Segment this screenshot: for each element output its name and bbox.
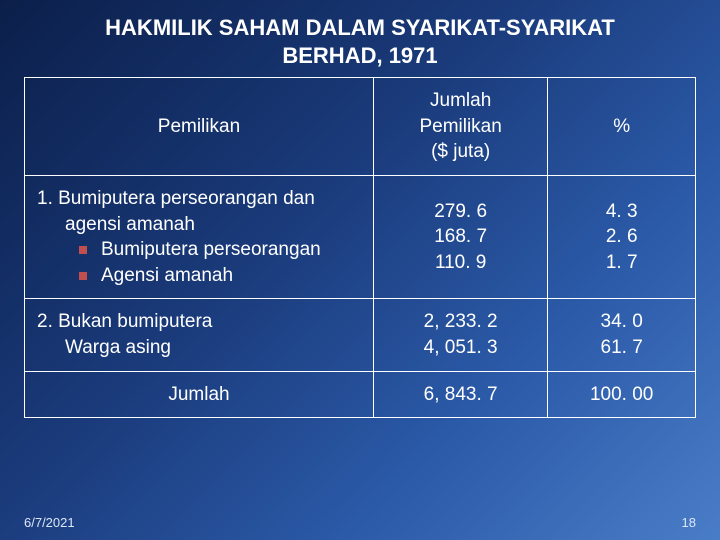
header-pemilikan: Pemilikan (25, 78, 374, 176)
header-jumlah: Jumlah Pemilikan ($ juta) (373, 78, 547, 176)
title-line-1: HAKMILIK SAHAM DALAM SYARIKAT-SYARIKAT (105, 15, 615, 40)
slide: HAKMILIK SAHAM DALAM SYARIKAT-SYARIKAT B… (0, 0, 720, 540)
row1-bullets: Bumiputera perseorangan Agensi amanah (37, 237, 361, 288)
total-percent: 100. 00 (548, 371, 696, 418)
slide-footer: 6/7/2021 18 (24, 515, 696, 530)
total-label: Jumlah (25, 371, 374, 418)
row2-percents: 34. 0 61. 7 (548, 299, 696, 371)
row1-label: 1. Bumiputera perseorangan dan agensi am… (25, 175, 374, 299)
slide-title: HAKMILIK SAHAM DALAM SYARIKAT-SYARIKAT B… (24, 14, 696, 69)
row2-label: 2. Bukan bumiputera Warga asing (25, 299, 374, 371)
row2-values: 2, 233. 2 4, 051. 3 (373, 299, 547, 371)
footer-date: 6/7/2021 (24, 515, 75, 530)
ownership-table: Pemilikan Jumlah Pemilikan ($ juta) % 1.… (24, 77, 696, 418)
table-row-total: Jumlah 6, 843. 7 100. 00 (25, 371, 696, 418)
header-percent: % (548, 78, 696, 176)
table-header-row: Pemilikan Jumlah Pemilikan ($ juta) % (25, 78, 696, 176)
total-value: 6, 843. 7 (373, 371, 547, 418)
list-item: Bumiputera perseorangan (79, 237, 361, 263)
row1-percents: 4. 3 2. 6 1. 7 (548, 175, 696, 299)
title-line-2: BERHAD, 1971 (282, 43, 437, 68)
table-row: 1. Bumiputera perseorangan dan agensi am… (25, 175, 696, 299)
table-row: 2. Bukan bumiputera Warga asing 2, 233. … (25, 299, 696, 371)
row1-values: 279. 6 168. 7 110. 9 (373, 175, 547, 299)
list-item: Agensi amanah (79, 263, 361, 289)
footer-page-number: 18 (682, 515, 696, 530)
